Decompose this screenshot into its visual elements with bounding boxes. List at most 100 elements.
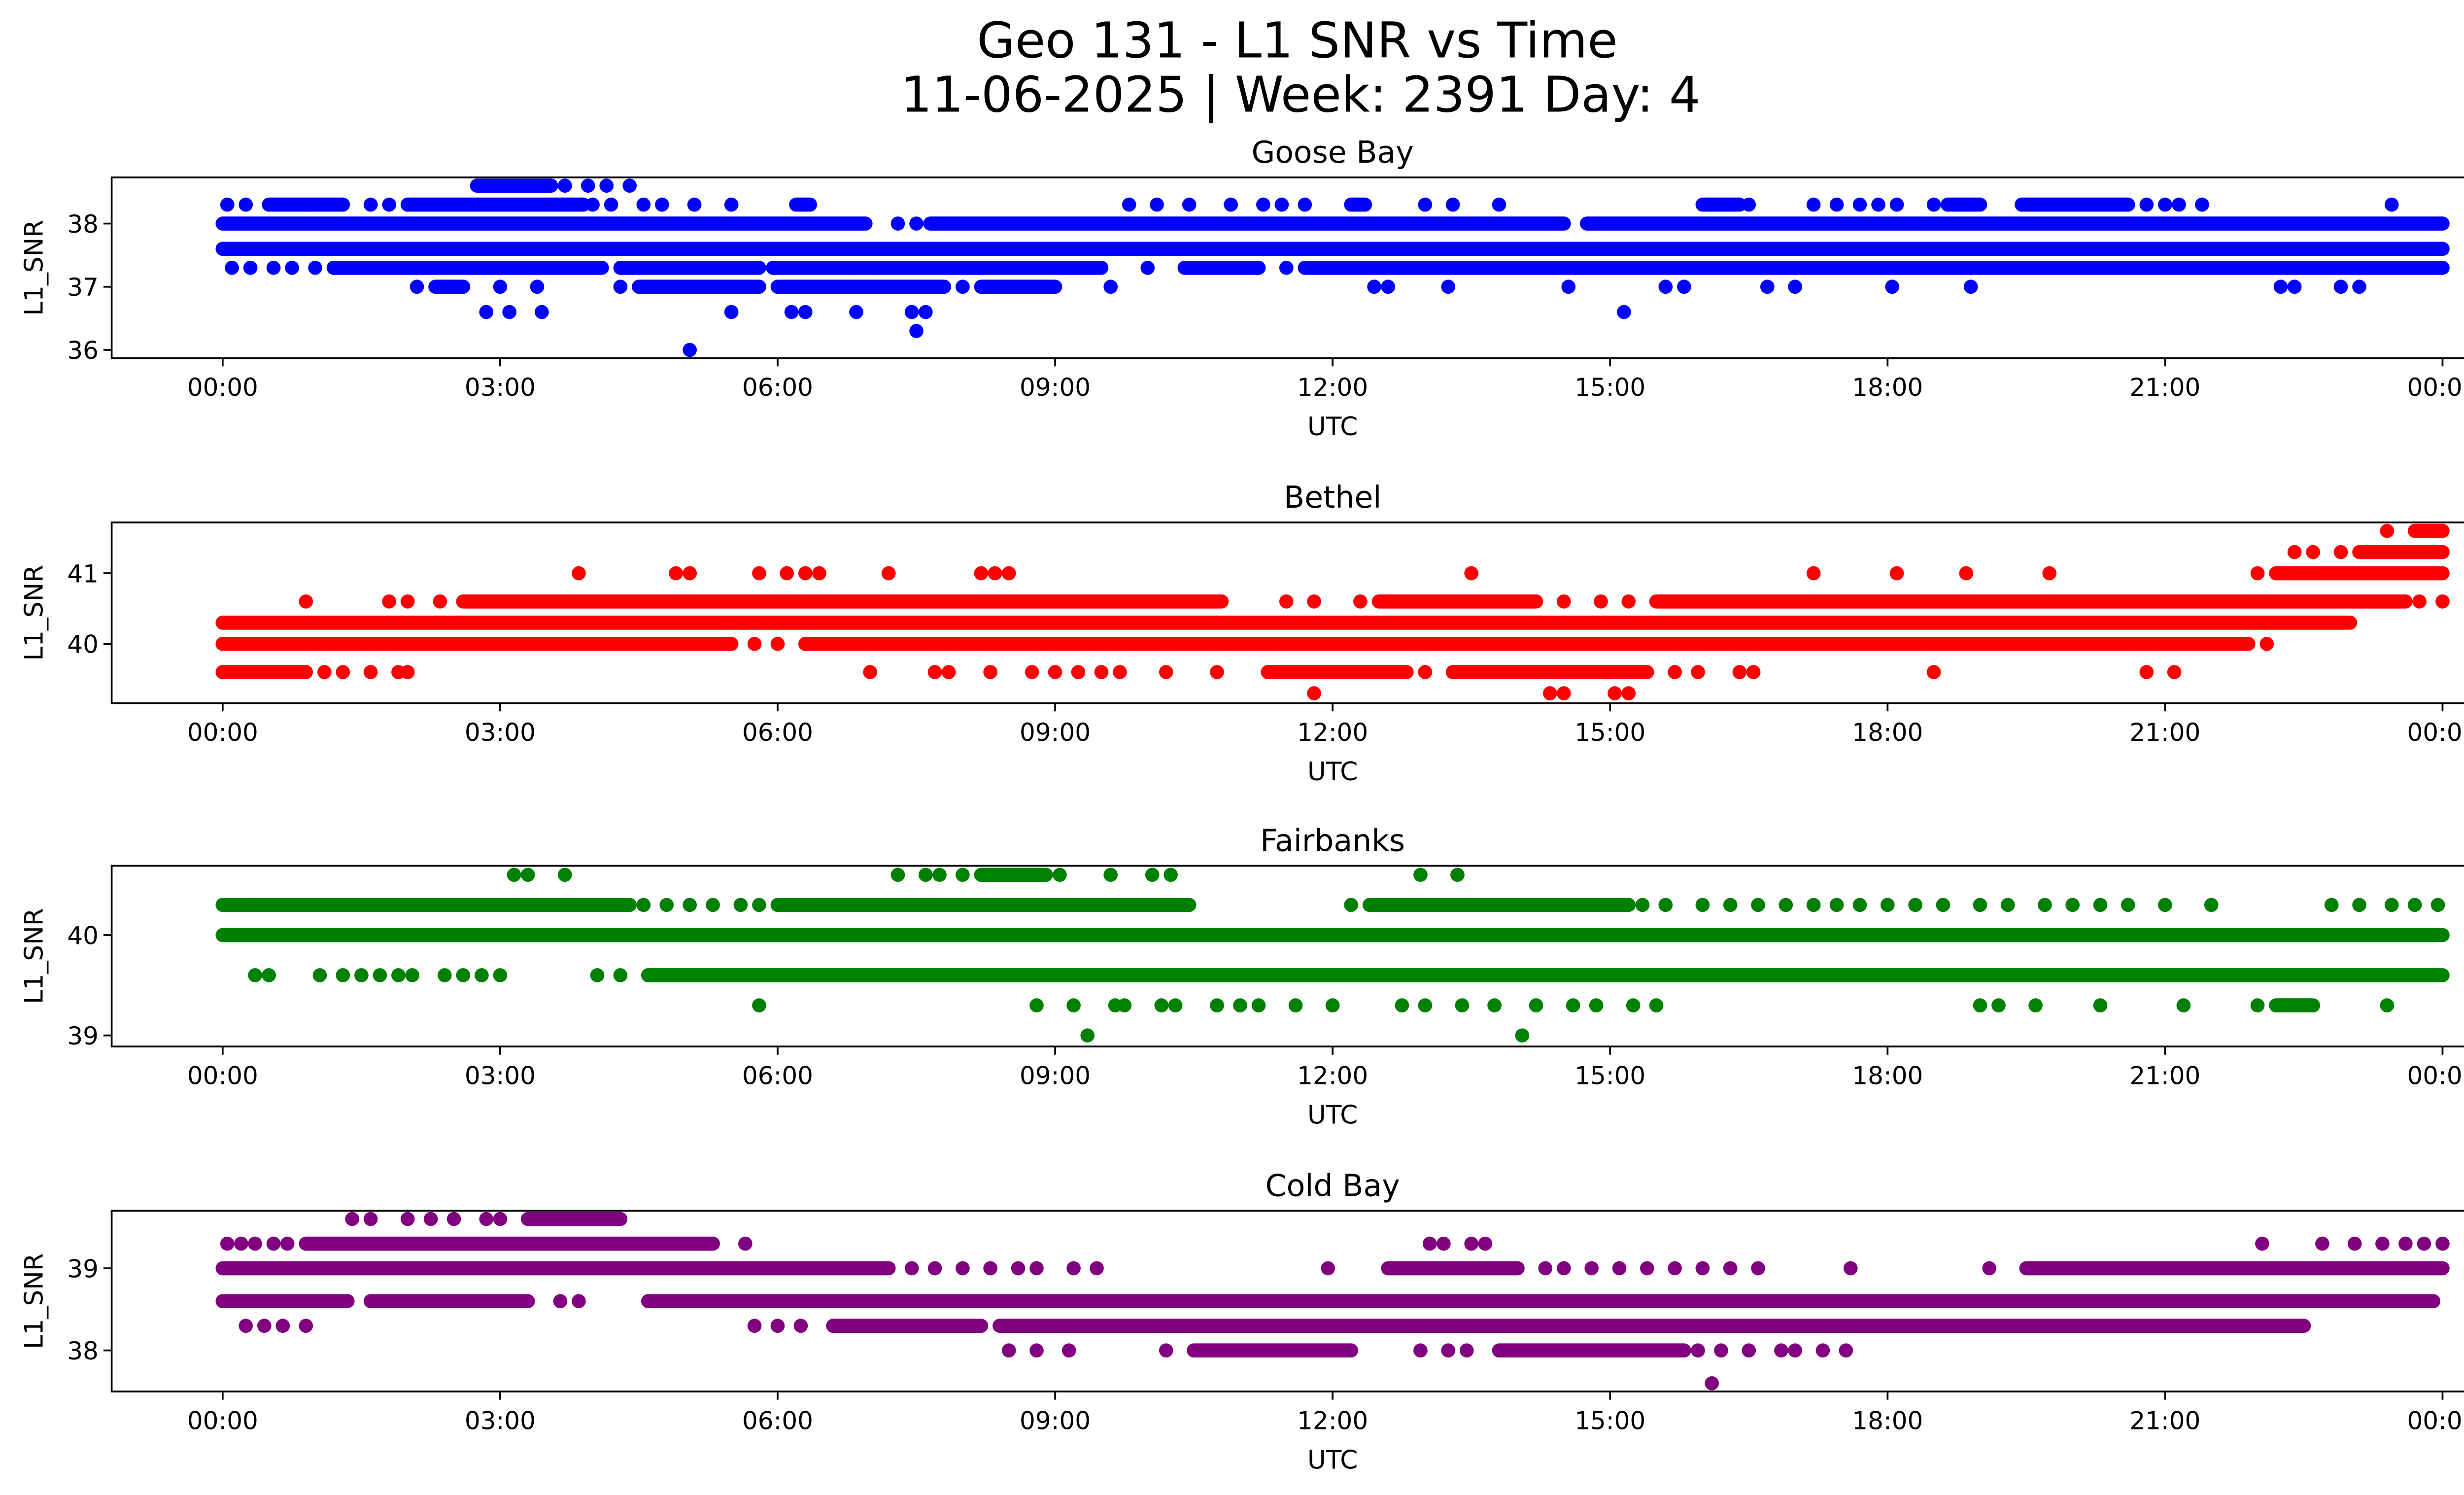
scatter-point [1048, 665, 1062, 679]
y-tick-label: 40 [67, 630, 99, 659]
scatter-point [1829, 898, 1844, 912]
scatter-run [1187, 1343, 1359, 1358]
scatter-point [1806, 898, 1821, 912]
scatter-point [1982, 1261, 1997, 1276]
scatter-point [890, 279, 905, 294]
scatter-point [683, 343, 697, 357]
scatter-point [220, 1236, 235, 1251]
scatter-point [706, 898, 720, 912]
x-tick-label: 18:00 [1852, 373, 1923, 402]
scatter-point [1635, 898, 1650, 912]
scatter-run [1649, 594, 2413, 609]
scatter-point [1029, 1343, 1044, 1358]
scatter-point [400, 197, 415, 212]
scatter-point [1557, 1261, 1571, 1276]
scatter-point [1164, 868, 1178, 882]
scatter-point [2375, 1236, 2390, 1251]
scatter-point [1788, 1343, 1802, 1358]
x-tick-label: 18:00 [1852, 1062, 1923, 1090]
scatter-point [1061, 1343, 1076, 1358]
scatter-series [215, 523, 2450, 700]
scatter-point [1224, 197, 1238, 212]
scatter-point [1991, 998, 2006, 1012]
scatter-point [904, 1261, 919, 1276]
scatter-point [1557, 594, 1571, 609]
scatter-point [1626, 998, 1641, 1012]
x-axis-label: UTC [1307, 1446, 1358, 1475]
scatter-point [363, 197, 378, 212]
scatter-point [927, 665, 942, 679]
x-tick-label: 00:00 [187, 1407, 258, 1435]
scatter-point [2139, 197, 2154, 212]
scatter-point [1251, 998, 1266, 1012]
x-tick-label: 12:00 [1297, 1407, 1368, 1435]
scatter-run [215, 636, 739, 651]
scatter-point [655, 197, 669, 212]
scatter-point [1233, 998, 1247, 1012]
scatter-point [373, 968, 387, 982]
scatter-point [2028, 998, 2043, 1012]
scatter-point [613, 968, 628, 982]
scatter-point [1649, 998, 1664, 1012]
scatter-point [400, 594, 415, 609]
scatter-point [557, 868, 572, 882]
scatter-point [1723, 898, 1738, 912]
x-tick-label: 00:00 [2407, 718, 2464, 747]
scatter-point [354, 968, 369, 982]
panel-cold-bay: Cold Bay 00:00 03:00 06:00 09:00 12:00 15:00 18… [20, 1168, 2464, 1475]
scatter-point [863, 665, 878, 679]
scatter-point [1566, 998, 1580, 1012]
scatter-point [530, 279, 545, 294]
scatter-point [581, 178, 595, 193]
scatter-point [1279, 260, 1294, 275]
scatter-point [1464, 1236, 1479, 1251]
scatter-point [1621, 686, 1636, 700]
scatter-run [826, 1319, 989, 1333]
scatter-point [285, 260, 299, 275]
scatter-point [2347, 1236, 2362, 1251]
scatter-point [456, 968, 471, 982]
scatter-point [1806, 566, 1821, 581]
scatter-run [1362, 898, 1636, 912]
scatter-point [2158, 898, 2172, 912]
scatter-point [2250, 998, 2265, 1012]
scatter-run [1492, 1343, 1691, 1358]
x-tick-label: 09:00 [1020, 718, 1091, 747]
scatter-point [2306, 545, 2321, 559]
scatter-point [493, 968, 508, 982]
scatter-point [909, 324, 924, 338]
scatter-point [345, 1212, 359, 1226]
scatter-point [1760, 279, 1775, 294]
scatter-point [400, 665, 415, 679]
scatter-point [974, 566, 989, 581]
scatter-run [428, 279, 471, 294]
scatter-point [1885, 279, 1900, 294]
scatter-point [2121, 898, 2135, 912]
scatter-point [1561, 279, 1576, 294]
x-tick-label: 15:00 [1574, 373, 1645, 402]
scatter-point [1695, 1261, 1710, 1276]
scatter-point [1459, 1343, 1474, 1358]
scatter-point [687, 197, 702, 212]
scatter-point [2407, 898, 2422, 912]
scatter-point [724, 197, 739, 212]
figure-title: Geo 131 - L1 SNR vs Time [977, 12, 1617, 70]
scatter-point [2287, 545, 2302, 559]
scatter-point [1936, 898, 1951, 912]
scatter-point [1441, 279, 1456, 294]
scatter-point [1742, 1343, 1756, 1358]
panel-bethel: Bethel 00:00 03:00 06:00 09:00 12:00 15:00 18:0… [20, 480, 2464, 787]
scatter-point [747, 1319, 762, 1333]
panel-title: Bethel [1284, 480, 1381, 515]
scatter-point [1090, 1261, 1104, 1276]
x-tick-label: 18:00 [1852, 718, 1923, 747]
x-tick-label: 00:00 [2407, 373, 2464, 402]
scatter-point [1608, 686, 1622, 700]
scatter-run [992, 1319, 2311, 1333]
scatter-point [1029, 998, 1044, 1012]
scatter-run [363, 1294, 535, 1309]
scatter-point [798, 305, 813, 319]
y-axis-label: L1_SNR [20, 908, 49, 1004]
scatter-point [1307, 686, 1321, 700]
scatter-point [1852, 898, 1867, 912]
